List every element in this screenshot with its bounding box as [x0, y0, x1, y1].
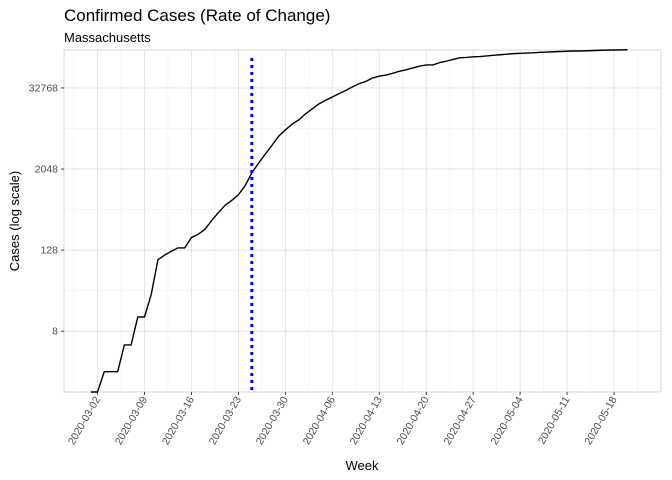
- x-axis-title: Week: [346, 458, 379, 473]
- grid-minor: [64, 50, 661, 392]
- x-tick-label: 2020-03-30: [254, 394, 291, 447]
- x-tick-label: 2020-04-20: [395, 394, 432, 447]
- chart-subtitle: Massachusetts: [64, 30, 151, 45]
- y-tick-label: 2048: [35, 164, 59, 176]
- x-tick-label: 2020-04-27: [442, 394, 479, 447]
- x-tick-label: 2020-03-16: [160, 394, 197, 447]
- x-axis: 2020-03-02 2020-03-09 2020-03-16 2020-03-23…: [66, 392, 620, 447]
- x-tick-label: 2020-05-04: [488, 394, 525, 447]
- y-tick-label: 128: [40, 245, 58, 257]
- x-tick-label: 2020-03-02: [66, 394, 103, 447]
- x-tick-label: 2020-03-09: [113, 394, 150, 447]
- y-tick-label: 32768: [29, 82, 58, 94]
- x-tick-label: 2020-05-11: [536, 394, 573, 446]
- y-axis: 8 128 2048 32768: [29, 82, 64, 338]
- x-tick-label: 2020-04-13: [348, 394, 385, 447]
- y-axis-title: Cases (log scale): [7, 171, 22, 271]
- x-tick-label: 2020-05-18: [582, 394, 619, 447]
- x-tick-label: 2020-03-23: [207, 394, 244, 447]
- x-tick-label: 2020-04-06: [301, 394, 338, 447]
- grid-major: [64, 50, 661, 392]
- series-line: [90, 49, 628, 393]
- y-tick-label: 8: [52, 326, 58, 338]
- plot-panel: [63, 49, 662, 393]
- chart-title: Confirmed Cases (Rate of Change): [64, 6, 330, 25]
